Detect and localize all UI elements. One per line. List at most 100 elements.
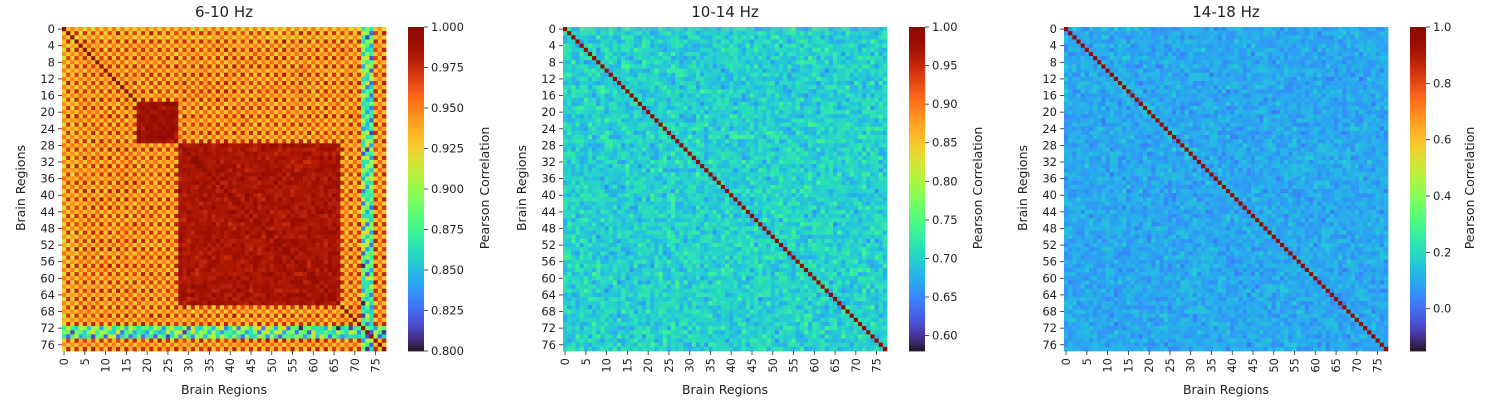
heatmap-cell [207, 56, 212, 61]
heatmap-cell [120, 89, 125, 94]
heatmap-cell [232, 68, 237, 74]
heatmap-cell [336, 164, 341, 169]
heatmap-cell [340, 114, 345, 119]
heatmap-cell [273, 251, 279, 256]
heatmap-cell [332, 47, 337, 53]
heatmap-cell [132, 101, 138, 107]
heatmap-cell [356, 193, 362, 198]
heatmap-cell [261, 263, 266, 269]
heatmap-cell [294, 197, 300, 202]
heatmap-cell [377, 176, 383, 182]
heatmap-cell [311, 101, 316, 107]
heatmap-cell [203, 193, 208, 198]
heatmap-cell [66, 193, 71, 198]
heatmap-cell [178, 130, 183, 136]
heatmap-cell [182, 168, 187, 173]
heatmap-cell [244, 68, 250, 74]
heatmap-cell [170, 143, 175, 148]
heatmap-cell [178, 263, 183, 269]
heatmap-cell [257, 247, 262, 252]
heatmap-cell [186, 139, 192, 144]
heatmap-cell [298, 85, 304, 90]
heatmap-cell [248, 184, 254, 190]
heatmap-cell [203, 201, 208, 206]
heatmap-cell [170, 51, 175, 57]
heatmap-cell [149, 97, 154, 103]
heatmap-cell [298, 60, 304, 65]
heatmap-cell [78, 280, 84, 285]
heatmap-cell [194, 122, 200, 128]
heatmap-cell [182, 126, 187, 132]
heatmap-cell [190, 39, 196, 44]
heatmap-cell [74, 159, 79, 165]
heatmap-cell [294, 89, 300, 94]
heatmap-cell [86, 164, 92, 169]
heatmap-cell [78, 189, 84, 194]
heatmap-cell [327, 47, 333, 53]
heatmap-cell [161, 151, 167, 157]
heatmap-cell [315, 255, 320, 260]
heatmap-cell [282, 205, 287, 211]
heatmap-cell [282, 168, 287, 173]
heatmap-cell [215, 139, 221, 144]
heatmap-cell [182, 247, 187, 252]
heatmap-cell [348, 213, 354, 219]
heatmap-cell [120, 234, 125, 240]
heatmap-cell [307, 259, 312, 265]
heatmap-cell [340, 122, 345, 128]
heatmap-cell [66, 43, 71, 49]
heatmap-cell [153, 27, 158, 32]
heatmap-cell [199, 276, 204, 281]
heatmap-cell [186, 247, 192, 252]
heatmap-cell [240, 259, 246, 265]
heatmap-cell [348, 172, 354, 177]
heatmap-cell [307, 139, 312, 144]
heatmap-cell [336, 288, 341, 294]
heatmap-cell [124, 222, 129, 227]
heatmap-cell [78, 97, 84, 103]
heatmap-cell [224, 101, 229, 107]
heatmap-cell [244, 222, 250, 227]
heatmap-cell [107, 189, 113, 194]
heatmap-cell [232, 64, 237, 69]
heatmap-cell [215, 234, 221, 240]
heatmap-cell [170, 180, 175, 186]
heatmap-cell [373, 101, 379, 107]
heatmap-cell [286, 172, 291, 177]
heatmap-cell [91, 205, 96, 211]
heatmap-cell [294, 76, 300, 82]
heatmap-cell [269, 130, 275, 136]
heatmap-cell [190, 201, 196, 206]
heatmap-cell [311, 151, 316, 157]
heatmap-cell [224, 130, 229, 136]
heatmap-cell [107, 89, 113, 94]
heatmap-cell [336, 147, 341, 152]
heatmap-cell [253, 222, 258, 227]
heatmap-cell [207, 276, 212, 281]
heatmap-cell [132, 151, 138, 157]
heatmap-cell [286, 209, 291, 215]
heatmap-cell [62, 180, 67, 186]
heatmap-cell [86, 205, 92, 211]
heatmap-cell [273, 143, 279, 148]
heatmap-cell [194, 126, 200, 132]
heatmap-cell [66, 197, 71, 202]
heatmap-cell [282, 114, 287, 119]
heatmap-cell [132, 255, 138, 260]
heatmap-cell [82, 276, 88, 281]
heatmap-cell [327, 247, 333, 252]
heatmap-cell [315, 238, 320, 244]
heatmap-cell [70, 130, 75, 136]
heatmap-cell [178, 122, 183, 128]
heatmap-cell [228, 288, 233, 294]
heatmap-cell [203, 234, 208, 240]
heatmap-cell [257, 230, 262, 236]
heatmap-cell [78, 176, 84, 182]
heatmap-cell [186, 118, 192, 123]
heatmap-cell [174, 280, 179, 285]
heatmap-cell [278, 172, 283, 177]
heatmap-cell [186, 267, 192, 273]
heatmap-cell [269, 176, 275, 182]
heatmap-cell [140, 97, 146, 103]
heatmap-cell [174, 114, 179, 119]
